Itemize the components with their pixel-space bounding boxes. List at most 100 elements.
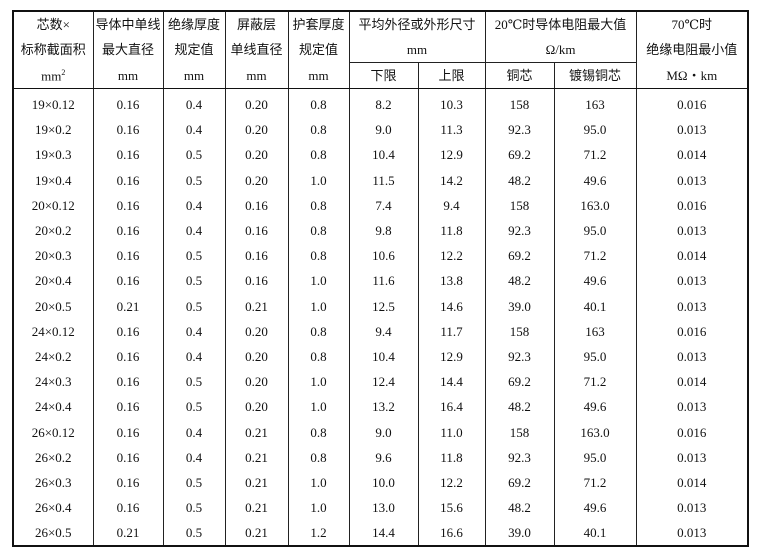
cell-resist-tinned: 71.2: [553, 142, 637, 168]
cell-insul: 0.5: [162, 469, 226, 495]
table-row: 19×0.4 0.16 0.5 0.20 1.0 11.5 14.2 48.2 49.6 0.01…: [12, 167, 749, 193]
cell-insul: 0.5: [162, 520, 226, 547]
cell-spec: 20×0.3: [12, 243, 94, 269]
cell-resist-tinned: 71.2: [553, 243, 637, 269]
cell-insres: 0.016: [635, 318, 749, 344]
cell-spec: 26×0.12: [12, 419, 94, 445]
cell-insres: 0.013: [635, 343, 749, 370]
header-insul-2: 规定值: [162, 37, 226, 63]
cell-spec: 26×0.2: [12, 444, 94, 470]
cell-insres: 0.013: [635, 394, 749, 420]
cell-wire-dia: 0.16: [92, 369, 164, 395]
cell-sheath: 1.0: [287, 469, 350, 495]
cell-insres: 0.013: [635, 117, 749, 143]
cell-resist-tinned: 49.6: [553, 495, 637, 521]
cell-outer-lower: 11.6: [348, 268, 419, 294]
cell-insul: 0.5: [162, 243, 226, 269]
cell-outer-lower: 14.4: [348, 520, 419, 547]
header-shield-3: mm: [224, 62, 289, 89]
header-resist-1: 20℃时导体电阻最大值: [484, 11, 637, 37]
cell-spec: 20×0.12: [12, 192, 94, 218]
cell-outer-upper: 15.6: [417, 495, 486, 521]
cell-sheath: 1.0: [287, 495, 350, 521]
header-insres-2: 绝缘电阻最小值: [635, 37, 749, 63]
cell-insul: 0.4: [162, 419, 226, 445]
cell-resist-copper: 158: [484, 419, 555, 445]
cell-wire-dia: 0.16: [92, 217, 164, 244]
table-row: 19×0.12 0.16 0.4 0.20 0.8 8.2 10.3 158 163 0.016: [12, 88, 749, 118]
table-row: 26×0.4 0.16 0.5 0.21 1.0 13.0 15.6 48.2 49.6 0.01…: [12, 495, 749, 521]
cell-sheath: 0.8: [287, 318, 350, 344]
table-row: 19×0.2 0.16 0.4 0.20 0.8 9.0 11.3 92.3 95.0 0.013: [12, 117, 749, 143]
cell-outer-upper: 16.4: [417, 394, 486, 420]
cell-wire-dia: 0.21: [92, 520, 164, 547]
cell-resist-tinned: 71.2: [553, 469, 637, 495]
table-row: 24×0.4 0.16 0.5 0.20 1.0 13.2 16.4 48.2 49.6 0.01…: [12, 394, 749, 420]
cell-insul: 0.5: [162, 394, 226, 420]
cell-shield: 0.16: [224, 268, 289, 294]
cell-outer-upper: 16.6: [417, 520, 486, 547]
cell-shield: 0.20: [224, 343, 289, 370]
cell-insul: 0.4: [162, 217, 226, 244]
cell-spec: 24×0.4: [12, 394, 94, 420]
cell-sheath: 0.8: [287, 243, 350, 269]
cell-sheath: 1.0: [287, 369, 350, 395]
cell-wire-dia: 0.16: [92, 318, 164, 344]
cell-outer-upper: 9.4: [417, 192, 486, 218]
cell-insul: 0.4: [162, 88, 226, 118]
cell-shield: 0.20: [224, 88, 289, 118]
table-row: 20×0.12 0.16 0.4 0.16 0.8 7.4 9.4 158 163.0 0.016: [12, 192, 749, 218]
cell-resist-tinned: 40.1: [553, 520, 637, 547]
cell-spec: 19×0.4: [12, 167, 94, 193]
cell-resist-tinned: 163.0: [553, 192, 637, 218]
header-resist-copper: 铜芯: [484, 62, 555, 89]
cell-outer-upper: 12.2: [417, 243, 486, 269]
cell-outer-lower: 8.2: [348, 88, 419, 118]
header-outer-2: mm: [348, 37, 486, 63]
table-row: 24×0.12 0.16 0.4 0.20 0.8 9.4 11.7 158 163 0.016: [12, 318, 749, 344]
cell-shield: 0.20: [224, 167, 289, 193]
table-row: 26×0.3 0.16 0.5 0.21 1.0 10.0 12.2 69.2 71.2 0.01…: [12, 469, 749, 495]
cell-outer-lower: 12.5: [348, 293, 419, 319]
table-row: 19×0.3 0.16 0.5 0.20 0.8 10.4 12.9 69.2 71.2 0.01…: [12, 142, 749, 168]
cell-insul: 0.4: [162, 444, 226, 470]
header-spec-3: mm2: [12, 62, 94, 89]
cell-spec: 26×0.4: [12, 495, 94, 521]
cell-sheath: 0.8: [287, 88, 350, 118]
cell-insres: 0.016: [635, 192, 749, 218]
cell-resist-copper: 48.2: [484, 268, 555, 294]
header-insul-1: 绝缘厚度: [162, 11, 226, 37]
cell-insul: 0.4: [162, 318, 226, 344]
cell-resist-copper: 92.3: [484, 343, 555, 370]
cell-sheath: 1.2: [287, 520, 350, 547]
cell-sheath: 0.8: [287, 343, 350, 370]
header-wire-dia-1: 导体中单线: [92, 11, 164, 37]
cell-insres: 0.013: [635, 217, 749, 244]
cell-resist-copper: 92.3: [484, 117, 555, 143]
cell-insres: 0.013: [635, 495, 749, 521]
cell-resist-copper: 48.2: [484, 495, 555, 521]
cell-shield: 0.21: [224, 444, 289, 470]
cell-insul: 0.4: [162, 343, 226, 370]
header-sheath-3: mm: [287, 62, 350, 89]
header-resist-tinned: 镀锡铜芯: [553, 62, 637, 89]
table-row: 20×0.2 0.16 0.4 0.16 0.8 9.8 11.8 92.3 95.0 0.013: [12, 217, 749, 244]
cell-sheath: 0.8: [287, 192, 350, 218]
cell-insres: 0.014: [635, 243, 749, 269]
cell-insres: 0.016: [635, 88, 749, 118]
header-wire-dia-2: 最大直径: [92, 37, 164, 63]
cell-spec: 19×0.3: [12, 142, 94, 168]
cell-shield: 0.20: [224, 117, 289, 143]
cell-shield: 0.16: [224, 192, 289, 218]
header-outer-1: 平均外径或外形尺寸: [348, 11, 486, 37]
cell-outer-lower: 12.4: [348, 369, 419, 395]
cable-spec-table: 芯数× 导体中单线 绝缘厚度 屏蔽层 护套厚度 平均外径或外形尺寸 20℃时导体…: [12, 10, 750, 548]
cell-shield: 0.21: [224, 520, 289, 547]
header-insres-3: MΩ・km: [635, 62, 749, 89]
table-row: 24×0.2 0.16 0.4 0.20 0.8 10.4 12.9 92.3 95.0 0.01…: [12, 343, 749, 370]
cell-outer-upper: 11.3: [417, 117, 486, 143]
cell-sheath: 0.8: [287, 117, 350, 143]
cell-spec: 24×0.12: [12, 318, 94, 344]
cell-wire-dia: 0.16: [92, 243, 164, 269]
cell-sheath: 1.0: [287, 167, 350, 193]
